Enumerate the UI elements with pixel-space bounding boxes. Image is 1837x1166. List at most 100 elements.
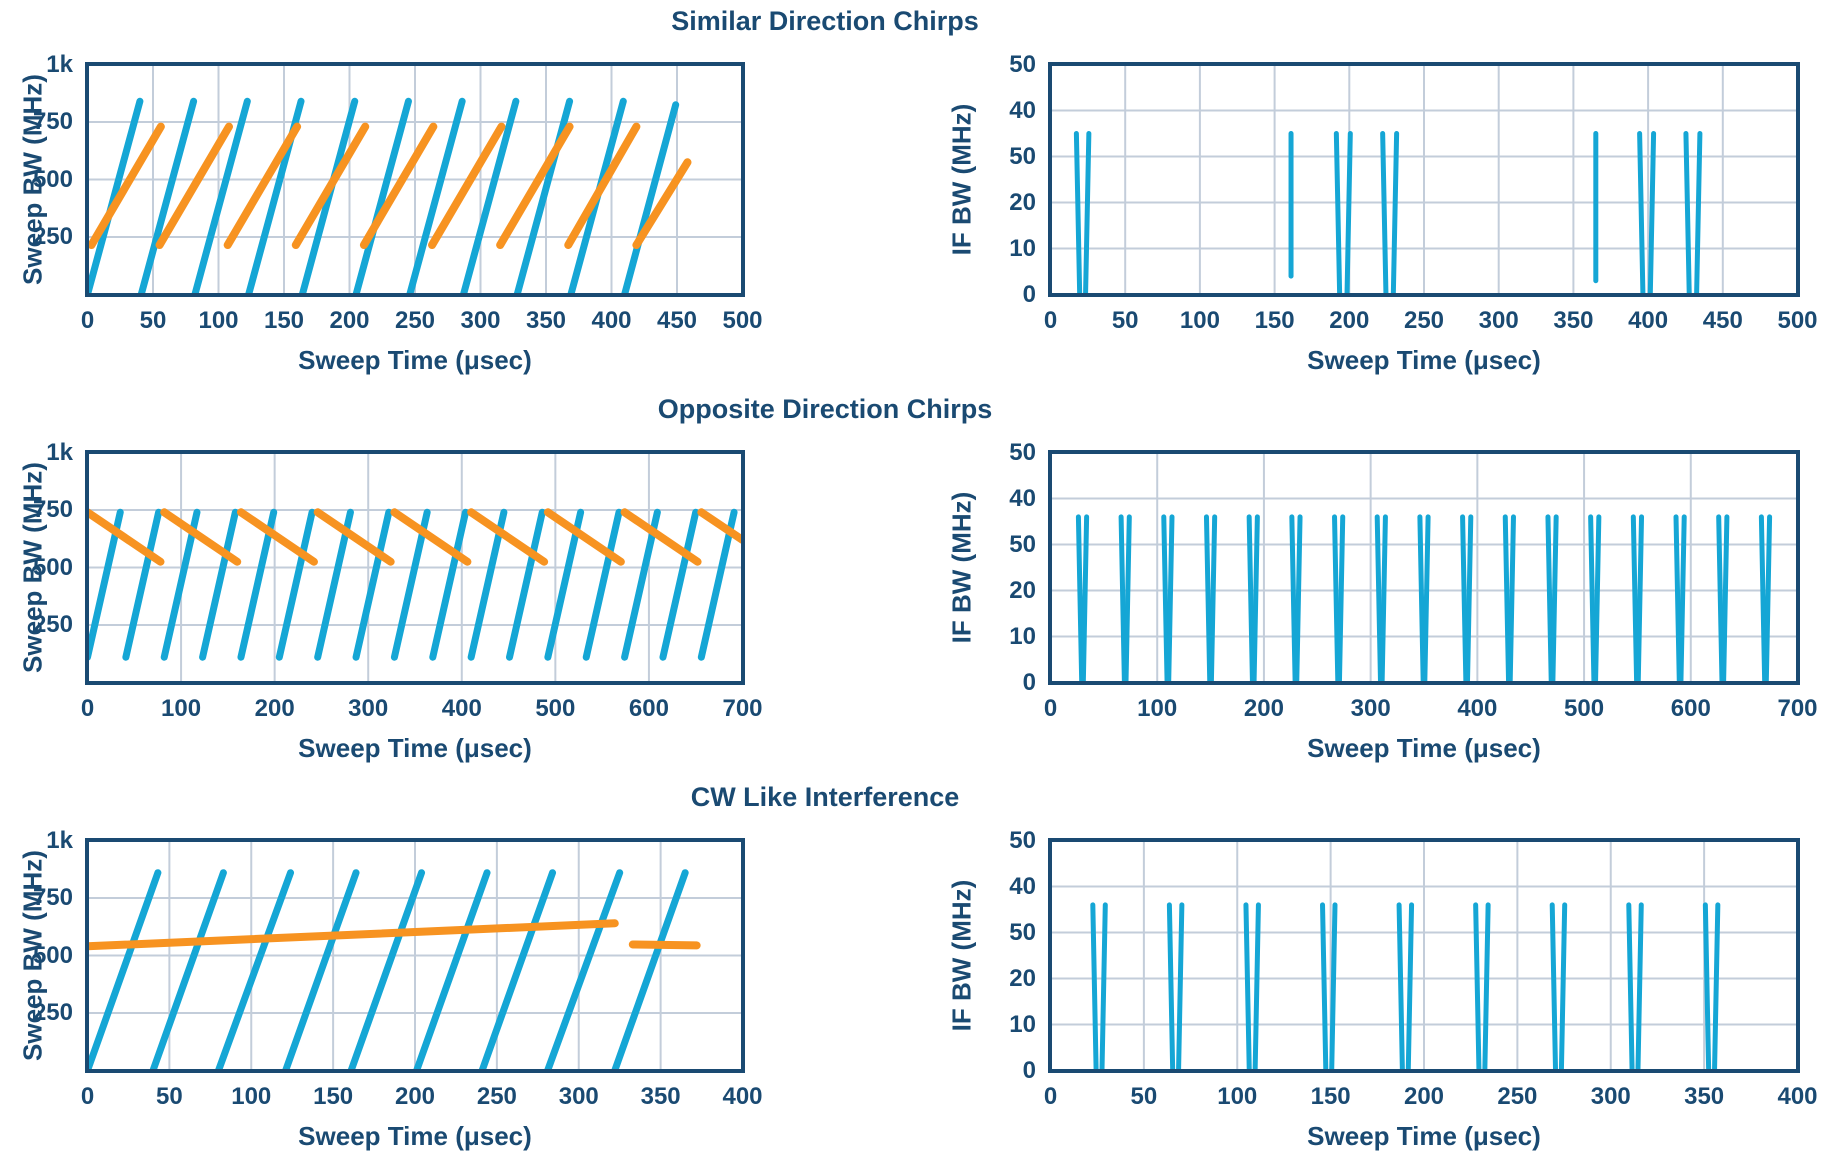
if-beat-spike — [1251, 514, 1260, 685]
x-tick-label: 100 — [198, 307, 239, 334]
victim-chirp — [467, 508, 508, 661]
if-beat-spike — [1637, 131, 1646, 297]
if-beat-spike — [1332, 514, 1341, 685]
x-tick-label: 50 — [1111, 307, 1139, 334]
y-tick-label: 750 — [32, 496, 73, 523]
interference-chirp — [632, 158, 692, 250]
x-tick-label: 150 — [1254, 307, 1295, 334]
x-tick-label: 700 — [1777, 695, 1818, 722]
x-tick-label: 300 — [348, 695, 389, 722]
victim-chirp — [149, 869, 227, 1073]
victim-chirp — [352, 97, 412, 297]
interference-chirp — [620, 508, 702, 566]
x-tick-label: 400 — [1777, 1083, 1818, 1110]
x-tick-label: 350 — [525, 307, 567, 334]
if-beat-spike — [1166, 514, 1175, 685]
if-beat-spike — [1550, 514, 1559, 685]
if-beat-spike — [1473, 902, 1482, 1073]
x-tick-label: 200 — [1403, 1083, 1445, 1110]
x-axis-label: Sweep Time (μsec) — [1307, 1121, 1541, 1151]
interference-chirp — [85, 919, 619, 951]
interference-chirp — [155, 122, 233, 250]
if-beat-spike — [1243, 902, 1252, 1073]
x-tick-label: 200 — [1243, 695, 1284, 722]
if-beat-spike — [1460, 514, 1469, 685]
interference-chirp — [428, 122, 506, 250]
if-beat-spike — [1083, 131, 1092, 297]
y-tick-label: 0 — [1022, 1056, 1036, 1084]
if-beat-spike — [1549, 902, 1559, 1073]
x-tick-label: 200 — [394, 1083, 436, 1110]
y-tick-label: 250 — [32, 999, 73, 1026]
victim-chirp — [621, 101, 680, 297]
x-tick-label: 500 — [722, 307, 763, 334]
plot-border — [85, 62, 745, 297]
x-tick-label: 100 — [1137, 695, 1178, 722]
interference-chirp — [496, 122, 574, 250]
x-tick-label: 400 — [591, 307, 632, 334]
if-beat-spike — [1208, 514, 1218, 685]
x-tick-label: 250 — [1497, 1083, 1538, 1110]
y-tick-label: 1k — [46, 826, 73, 854]
x-tick-label: 150 — [263, 307, 305, 334]
if-beat-spike — [1635, 902, 1644, 1073]
if-beat-spike — [1118, 514, 1127, 685]
victim-chirp — [506, 508, 546, 661]
x-tick-label: 50 — [156, 1083, 183, 1110]
victim-chirp — [191, 97, 251, 297]
plot-area — [85, 450, 745, 685]
if-beat-spike — [1344, 131, 1353, 297]
x-tick-label: 450 — [656, 307, 698, 334]
row-title-cw-like-interference: CW Like Interference — [690, 782, 960, 812]
x-tick-label: 400 — [722, 1083, 763, 1110]
x-tick-label: 200 — [254, 695, 295, 722]
victim-chirp — [160, 508, 201, 661]
if-beat-spike — [1507, 514, 1516, 685]
x-tick-label: 0 — [80, 307, 95, 334]
if-beat-spike — [1694, 131, 1703, 297]
x-tick-label: 600 — [1670, 695, 1711, 722]
plot-area — [1048, 838, 1800, 1073]
x-tick-label: 400 — [1457, 695, 1498, 722]
y-tick-label: 500 — [32, 165, 73, 193]
x-tick-label: 0 — [80, 695, 95, 722]
victim-chirp — [85, 97, 144, 297]
y-tick-label: 20 — [1009, 964, 1036, 992]
if-beat-spike — [1075, 514, 1085, 685]
if-beat-spike — [1588, 514, 1597, 685]
interference-chirp — [87, 122, 165, 250]
x-tick-label: 0 — [1043, 307, 1058, 334]
plot-area — [1048, 450, 1800, 685]
x-tick-label: 50 — [139, 307, 167, 334]
victim-chirp — [215, 869, 295, 1073]
x-tick-label: 0 — [1043, 695, 1058, 722]
interference-chirp — [313, 508, 395, 566]
victim-chirp — [413, 869, 491, 1073]
x-tick-label: 100 — [1179, 307, 1220, 334]
x-axis-label: Sweep Time (μsec) — [1307, 733, 1541, 763]
x-tick-label: 700 — [722, 695, 763, 722]
y-tick-label: 50 — [1009, 918, 1036, 946]
if-beat-spike — [1558, 902, 1568, 1073]
if-beat-spike — [1422, 514, 1431, 685]
x-tick-label: 300 — [1590, 1083, 1631, 1110]
x-tick-label: 200 — [329, 307, 370, 334]
row-title-similar-direction-chirps: Similar Direction Chirps — [671, 6, 979, 36]
victim-chirp — [85, 869, 162, 1073]
victim-chirp — [282, 869, 360, 1073]
victim-chirp — [347, 869, 426, 1073]
if-beat-spike — [1673, 514, 1682, 685]
if-beat-spike — [1626, 902, 1635, 1073]
x-axis-label: Sweep Time (μsec) — [298, 1121, 532, 1151]
y-tick-label: 750 — [32, 884, 73, 911]
x-tick-label: 350 — [1684, 1083, 1725, 1110]
y-tick-label: 250 — [32, 223, 73, 250]
y-tick-label: 50 — [1009, 530, 1036, 558]
x-tick-label: 100 — [161, 695, 202, 722]
victim-chirp — [314, 508, 354, 661]
victim-chirp — [85, 508, 124, 661]
plot-border — [85, 450, 745, 685]
x-tick-label: 400 — [441, 695, 482, 722]
if-beat-spike — [1678, 514, 1687, 685]
plot-area — [85, 838, 745, 1073]
